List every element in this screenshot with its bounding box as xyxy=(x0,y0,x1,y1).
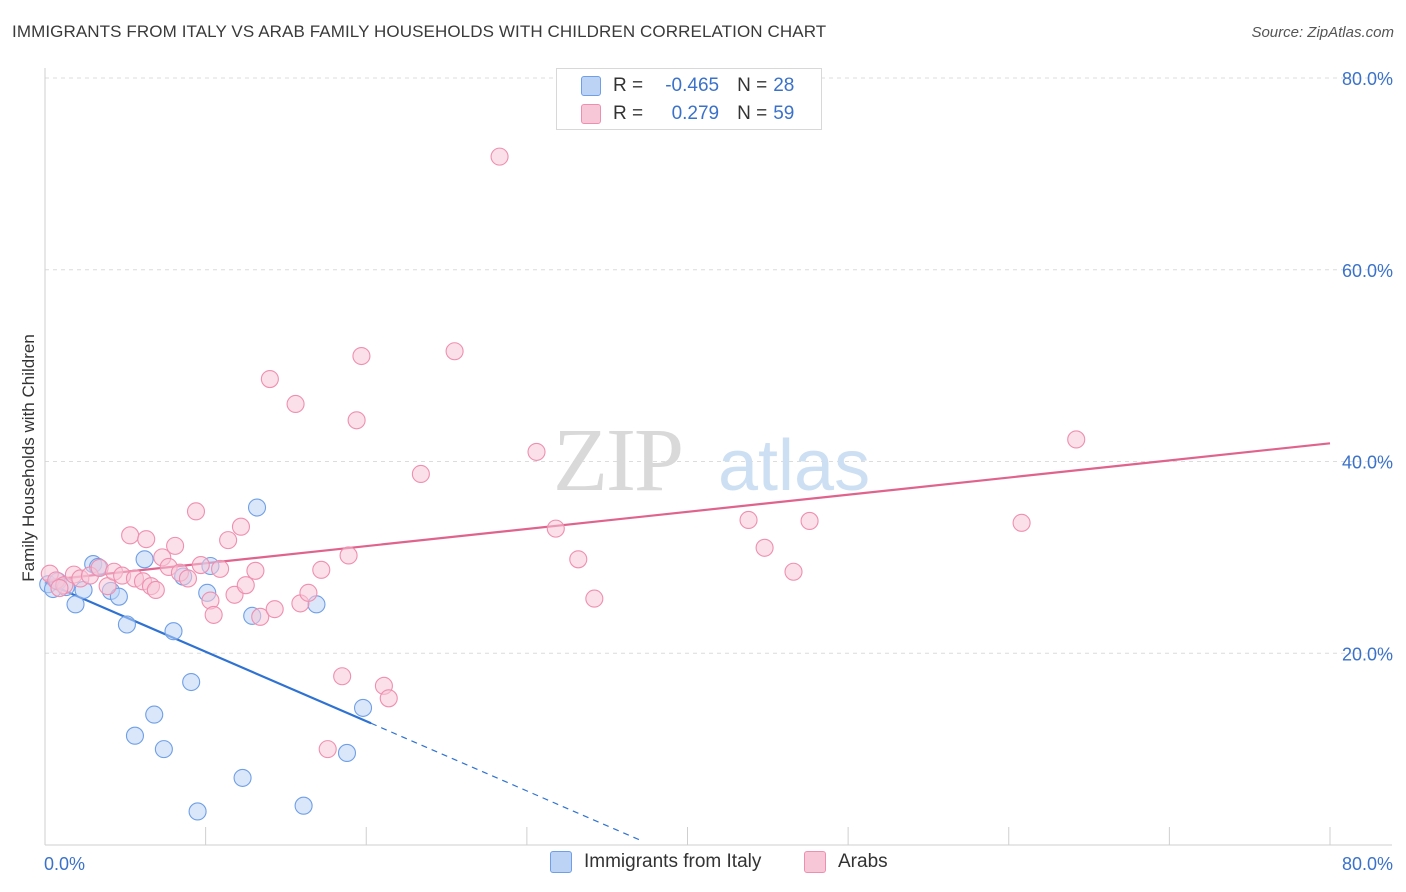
point-arabs xyxy=(527,442,546,461)
legend-row-arabs: R = 0.279 N = 59 xyxy=(581,101,794,127)
trend-line-arabs xyxy=(44,442,1331,582)
point-arabs xyxy=(178,569,198,588)
point-arabs xyxy=(411,464,430,484)
point-arabs xyxy=(1012,513,1031,532)
point-italy xyxy=(233,768,252,787)
point-arabs xyxy=(121,526,140,545)
point-arabs xyxy=(251,607,270,626)
legend-row-italy: R = -0.465 N = 28 xyxy=(581,73,794,99)
point-italy xyxy=(109,587,128,606)
y-tick-label: 60.0% xyxy=(1342,261,1393,281)
point-arabs xyxy=(339,546,358,565)
point-italy xyxy=(164,622,183,641)
r-label: R = xyxy=(613,103,644,124)
point-arabs xyxy=(739,510,758,530)
point-arabs xyxy=(265,600,284,619)
trend-line-italy xyxy=(44,581,372,725)
point-arabs xyxy=(146,580,165,600)
legend-swatch-arabs xyxy=(804,851,826,873)
point-arabs xyxy=(784,562,803,581)
x-tick-label: 80.0% xyxy=(1342,854,1393,874)
point-arabs xyxy=(186,502,206,521)
point-arabs xyxy=(204,605,223,624)
point-arabs xyxy=(347,411,366,430)
point-italy xyxy=(154,740,173,759)
series-legend: Immigrants from Italy Arabs xyxy=(0,851,1406,879)
point-arabs xyxy=(755,538,774,557)
point-italy xyxy=(182,672,201,692)
watermark-atlas: atlas xyxy=(718,426,870,506)
point-arabs xyxy=(260,369,279,389)
trend-line-italy-extension xyxy=(370,722,643,842)
point-italy xyxy=(125,726,144,745)
point-italy xyxy=(66,595,85,614)
point-arabs xyxy=(333,667,352,686)
n-label: N = xyxy=(737,75,768,96)
legend-item-italy[interactable]: Immigrants from Italy xyxy=(550,851,761,873)
chart-title: IMMIGRANTS FROM ITALY VS ARAB FAMILY HOU… xyxy=(12,22,827,41)
point-arabs xyxy=(1067,430,1086,449)
point-arabs xyxy=(800,511,819,530)
point-arabs xyxy=(490,147,509,166)
point-arabs xyxy=(352,346,371,366)
watermark-zip: ZIP xyxy=(553,411,682,510)
point-arabs xyxy=(569,550,588,569)
point-italy xyxy=(353,698,373,717)
point-arabs xyxy=(231,517,251,536)
data-points xyxy=(39,147,1086,821)
point-italy xyxy=(145,705,164,724)
point-italy xyxy=(188,802,207,821)
legend-label-arabs: Arabs xyxy=(838,851,888,872)
point-arabs xyxy=(246,561,265,580)
point-arabs xyxy=(546,519,565,538)
point-arabs xyxy=(50,579,69,598)
x-tick-label: 0.0% xyxy=(44,854,85,874)
y-tick-label: 20.0% xyxy=(1342,644,1393,664)
legend-swatch-arabs xyxy=(581,104,601,124)
legend-swatch-italy xyxy=(550,851,572,873)
tick-labels: 20.0% 40.0% 60.0% 80.0% 0.0% 80.0% xyxy=(44,69,1393,874)
n-value: 28 xyxy=(773,75,795,96)
chart-source: Source: ZipAtlas.com xyxy=(1251,24,1394,41)
point-arabs xyxy=(191,555,210,575)
point-arabs xyxy=(379,689,398,708)
point-arabs xyxy=(318,740,337,759)
stats-legend: R = -0.465 N = 28 R = 0.279 N = 59 xyxy=(556,68,822,130)
point-arabs xyxy=(219,531,238,550)
point-arabs xyxy=(312,560,331,579)
watermark: ZIP atlas xyxy=(553,411,870,510)
legend-label-italy: Immigrants from Italy xyxy=(584,851,762,872)
legend-item-arabs[interactable]: Arabs xyxy=(804,851,888,873)
y-tick-label: 40.0% xyxy=(1342,453,1393,473)
r-value: -0.465 xyxy=(665,75,720,96)
n-value: 59 xyxy=(773,103,795,124)
point-arabs xyxy=(166,536,185,555)
y-axis-label: Family Households with Children xyxy=(19,334,38,582)
point-italy xyxy=(117,615,136,634)
point-arabs xyxy=(299,583,318,602)
n-label: N = xyxy=(737,103,768,124)
point-italy xyxy=(337,743,357,763)
y-tick-label: 80.0% xyxy=(1342,69,1393,89)
point-italy xyxy=(135,550,154,569)
gridlines xyxy=(45,77,1392,654)
r-label: R = xyxy=(613,75,644,96)
point-arabs xyxy=(445,342,464,361)
axes xyxy=(44,68,1392,846)
point-arabs xyxy=(211,559,230,578)
point-italy xyxy=(247,498,267,517)
trend-lines xyxy=(44,442,1331,842)
point-italy xyxy=(294,796,313,815)
point-arabs xyxy=(236,576,255,595)
point-arabs xyxy=(286,394,305,414)
point-arabs xyxy=(585,589,604,608)
r-value: 0.279 xyxy=(671,103,720,124)
legend-swatch-italy xyxy=(581,76,601,96)
point-arabs xyxy=(137,530,156,549)
